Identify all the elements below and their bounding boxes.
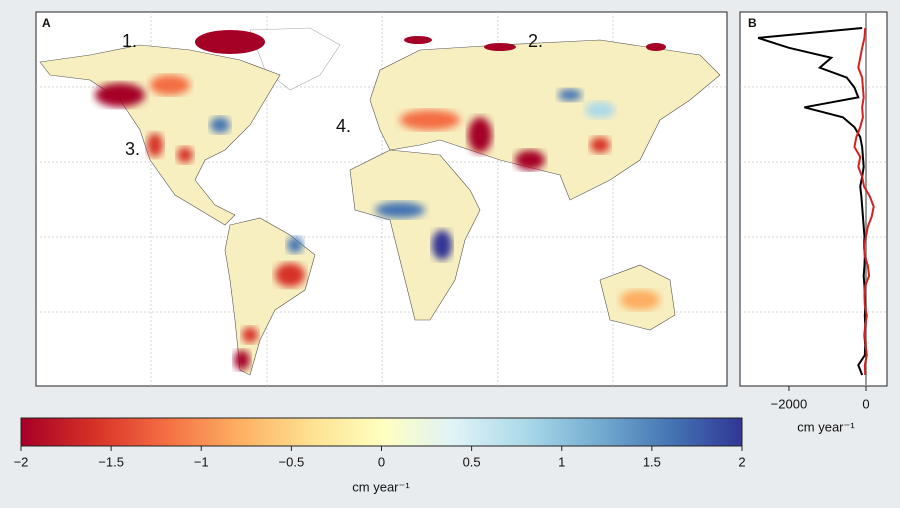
colorbar	[20, 417, 743, 447]
map	[36, 12, 727, 386]
x-tick-label: 1	[558, 454, 565, 469]
ice-loss	[484, 43, 516, 51]
africa	[349, 149, 481, 321]
x-axis-label: cm year⁻¹	[797, 419, 855, 434]
x-tick-label: −1.5	[98, 454, 124, 469]
annotation: 3.	[125, 139, 140, 159]
profile-line	[853, 27, 875, 376]
x-tick-label: 0.5	[463, 454, 481, 469]
ice-loss	[404, 36, 432, 44]
x-tick-label: −2000	[771, 396, 808, 411]
annotation: 4.	[336, 116, 351, 136]
x-tick-label: 2	[738, 454, 745, 469]
x-tick-label: −2	[14, 454, 29, 469]
ice-loss	[646, 43, 666, 51]
x-tick-label: 0	[378, 454, 385, 469]
ice-loss	[195, 30, 265, 54]
x-tick-label: −1	[194, 454, 209, 469]
colorbar-label: cm year⁻¹	[352, 479, 410, 494]
trend-blobs	[95, 30, 666, 370]
annotation: 2.	[528, 31, 543, 51]
profile-line	[757, 27, 867, 376]
x-tick-label: 1.5	[643, 454, 661, 469]
x-tick-label: −0.5	[279, 454, 305, 469]
panel-label: A	[42, 16, 51, 30]
annotation: 1.	[122, 31, 137, 51]
panel-label: B	[748, 16, 757, 30]
profile-grid	[740, 86, 887, 313]
north-america	[39, 44, 281, 226]
x-tick-label: 0	[862, 396, 869, 411]
